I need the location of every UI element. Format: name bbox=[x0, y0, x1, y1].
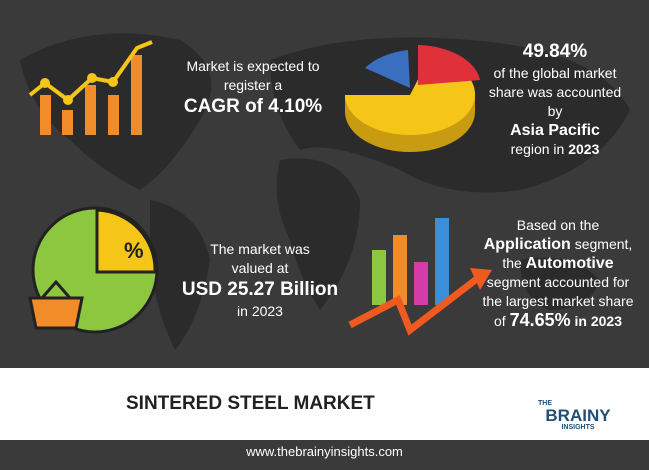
region-value: 49.84% bbox=[522, 41, 588, 62]
pie-3d-icon bbox=[345, 45, 480, 152]
svg-text:%: % bbox=[124, 238, 144, 263]
logo: THE BRAINY INSIGHTS bbox=[538, 400, 618, 431]
title-band bbox=[0, 368, 649, 440]
region-year-prefix: region in bbox=[510, 141, 565, 157]
logo-line3: INSIGHTS bbox=[561, 424, 595, 431]
cagr-text: Market is expected to register a bbox=[186, 58, 320, 93]
segment-text: segment accounted for the largest market… bbox=[482, 274, 634, 329]
cagr-block: Market is expected to register a CAGR of… bbox=[183, 57, 323, 119]
region-name: Asia Pacific bbox=[510, 122, 600, 139]
segment-mid: segment, the bbox=[502, 236, 633, 271]
segment-year: in 2023 bbox=[574, 313, 622, 329]
size-block: The market was valued at USD 25.27 Billi… bbox=[180, 240, 340, 321]
region-text: of the global market share was accounted… bbox=[488, 65, 622, 119]
size-value: USD 25.27 Billion bbox=[181, 279, 339, 300]
segment-prefix: Based on the bbox=[516, 217, 600, 233]
footer-url: www.thebrainyinsights.com bbox=[246, 444, 403, 459]
region-block: 49.84% of the global market share was ac… bbox=[485, 40, 625, 159]
segment-name: Application bbox=[483, 236, 571, 253]
region-year: 2023 bbox=[568, 141, 600, 157]
title: SINTERED STEEL MARKET bbox=[126, 393, 375, 414]
logo-line2: BRAINY bbox=[545, 406, 611, 425]
size-text: The market was valued at bbox=[210, 241, 310, 276]
logo-line1: THE bbox=[538, 400, 552, 407]
cagr-value: CAGR of 4.10% bbox=[183, 96, 323, 117]
segment-leader: Automotive bbox=[525, 255, 614, 272]
segment-value: 74.65% bbox=[509, 310, 571, 330]
percent-pie-icon: % bbox=[28, 206, 159, 334]
growth-chart-icon bbox=[28, 40, 153, 135]
segment-chart-icon bbox=[348, 218, 492, 336]
segment-block: Based on the Application segment, the Au… bbox=[478, 216, 638, 331]
size-year: in 2023 bbox=[237, 303, 283, 319]
